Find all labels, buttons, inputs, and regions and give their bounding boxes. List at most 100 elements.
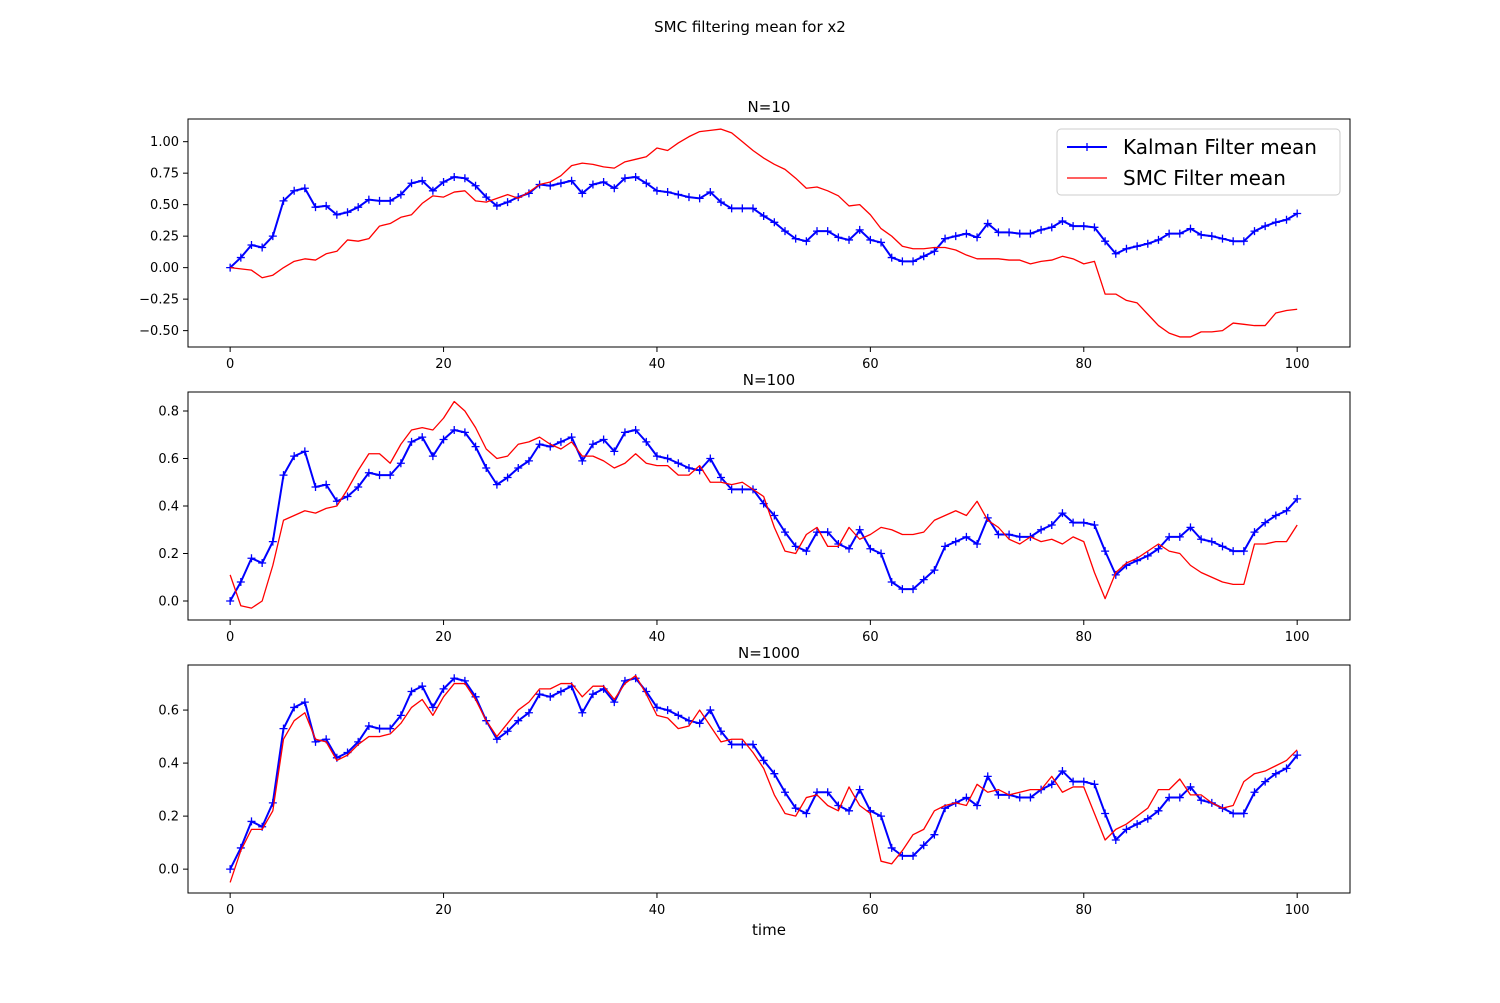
- data-point-marker: [642, 437, 651, 446]
- data-point-marker: [1047, 521, 1056, 529]
- data-point-marker: [279, 196, 288, 205]
- data-point-marker: [877, 238, 886, 247]
- data-point-marker: [1047, 780, 1056, 789]
- data-point-marker: [620, 428, 629, 437]
- data-point-marker: [407, 179, 416, 188]
- x-tick-label: 80: [1076, 630, 1093, 645]
- data-point-marker: [332, 210, 341, 219]
- data-point-marker: [1122, 244, 1131, 253]
- data-point-marker: [535, 690, 544, 699]
- data-point-marker: [1047, 223, 1056, 232]
- data-point-marker: [1186, 782, 1195, 791]
- data-point-marker: [1133, 242, 1142, 251]
- data-point-marker: [909, 257, 918, 266]
- series-line-smc: [229, 400, 1298, 609]
- data-point-marker: [556, 179, 565, 188]
- data-point-marker: [1101, 237, 1110, 246]
- data-point-marker: [845, 544, 854, 553]
- data-point-marker: [716, 727, 725, 736]
- data-point-marker: [919, 252, 928, 261]
- data-point-marker: [1143, 239, 1152, 248]
- y-tick-label: 0.6: [158, 452, 179, 467]
- data-point-marker: [1175, 532, 1184, 541]
- data-point-marker: [1165, 532, 1174, 541]
- data-point-marker: [791, 804, 800, 813]
- data-point-marker: [759, 756, 768, 765]
- data-point-marker: [706, 188, 715, 197]
- data-point-marker: [439, 684, 448, 693]
- data-point-marker: [1015, 532, 1024, 541]
- data-point-marker: [578, 708, 587, 717]
- data-point-marker: [1058, 767, 1067, 776]
- data-point-marker: [1154, 235, 1163, 244]
- y-tick-label: 0.0: [158, 863, 179, 878]
- plot-area: [226, 400, 1302, 609]
- data-point-marker: [727, 204, 736, 213]
- data-point-marker: [1239, 809, 1248, 818]
- data-point-marker: [1271, 511, 1280, 520]
- y-tick-label: 0.4: [158, 757, 179, 772]
- data-point-marker: [599, 177, 608, 186]
- data-point-marker: [1261, 518, 1270, 527]
- data-point-marker: [834, 233, 843, 242]
- data-point-marker: [300, 698, 309, 707]
- y-tick-label: 0.2: [158, 810, 179, 825]
- data-point-marker: [770, 218, 779, 227]
- data-point-marker: [1111, 249, 1120, 258]
- data-point-marker: [973, 540, 982, 548]
- data-point-marker: [887, 578, 896, 586]
- y-tick-label: 0.8: [158, 405, 179, 420]
- data-point-marker: [823, 528, 832, 537]
- data-point-marker: [930, 566, 939, 575]
- data-point-marker: [1069, 518, 1078, 527]
- data-point-marker: [1186, 523, 1195, 532]
- data-point-marker: [1079, 518, 1088, 527]
- data-point-marker: [1218, 542, 1227, 551]
- data-point-marker: [1026, 793, 1035, 802]
- data-point-marker: [941, 542, 950, 551]
- data-point-marker: [930, 830, 939, 839]
- data-point-marker: [1143, 551, 1152, 560]
- y-tick-label: 0.2: [158, 547, 179, 562]
- data-point-marker: [1293, 751, 1302, 760]
- data-point-marker: [866, 544, 875, 553]
- data-point-marker: [738, 485, 747, 494]
- legend-label: Kalman Filter mean: [1123, 135, 1317, 159]
- y-tick-label: 0.4: [158, 500, 179, 515]
- data-point-marker: [578, 189, 587, 198]
- data-point-marker: [1261, 222, 1270, 231]
- data-point-marker: [514, 716, 523, 725]
- data-point-marker: [845, 806, 854, 815]
- data-point-marker: [1239, 237, 1248, 246]
- x-tick-label: 80: [1076, 357, 1093, 372]
- subplot-1: N=10 0 20 40 60 80 100 −0.50 −0.25 0.00 0.25 0.50 0.…: [139, 98, 1351, 372]
- data-point-marker: [1133, 820, 1142, 829]
- data-point-marker: [1058, 217, 1067, 226]
- data-point-marker: [386, 724, 395, 733]
- data-point-marker: [290, 452, 299, 461]
- x-tick-label: 40: [649, 903, 666, 918]
- data-point-marker: [268, 798, 277, 807]
- legend-box: [1056, 128, 1341, 196]
- data-point-marker: [1101, 809, 1110, 818]
- data-point-marker: [823, 227, 832, 236]
- data-point-marker: [1207, 232, 1216, 241]
- y-tick-label: −0.50: [139, 324, 179, 339]
- data-point-marker: [962, 793, 971, 802]
- data-point-marker: [450, 172, 459, 181]
- data-point-marker: [482, 193, 491, 202]
- series-line-kalman: [229, 429, 1298, 602]
- data-point-marker: [951, 537, 960, 546]
- plot-area: [226, 674, 1302, 883]
- data-point-marker: [439, 435, 448, 444]
- data-point-marker: [791, 234, 800, 243]
- data-point-marker: [1282, 215, 1291, 224]
- data-point-marker: [588, 180, 597, 189]
- data-point-marker: [503, 473, 512, 482]
- data-point-marker: [247, 554, 256, 563]
- series-line-kalman: [229, 677, 1298, 870]
- subplots: N=100 20 40 60 80 100−0.50−0.250.000.250.500.…: [139, 98, 1351, 939]
- data-point-marker: [695, 194, 704, 203]
- series-line-smc: [229, 674, 1298, 883]
- data-point-marker: [855, 225, 864, 234]
